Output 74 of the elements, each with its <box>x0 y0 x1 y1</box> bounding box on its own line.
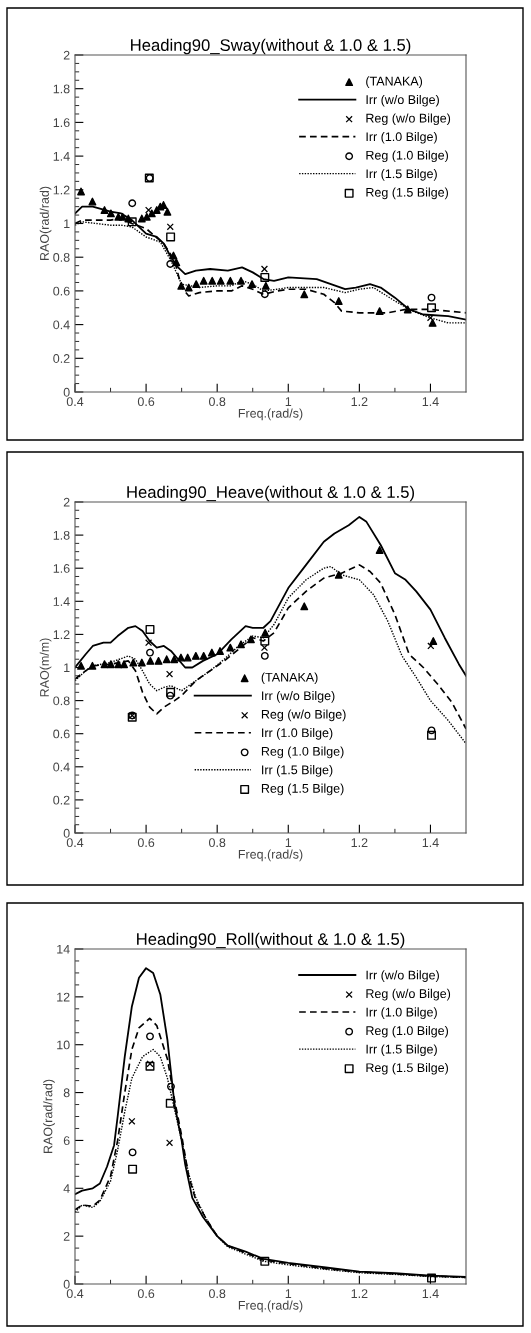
legend-label: Reg (1.0 Bilge) <box>366 150 448 163</box>
chart-title: Heading90_Sway(without & 1.0 & 1.5) <box>131 38 411 55</box>
legend-label: Reg (w/o Bilge) <box>366 113 451 126</box>
legend-label: Reg (w/o Bilge) <box>366 988 451 1001</box>
y-tick-label: 2 <box>63 1231 70 1241</box>
y-tick-label: 14 <box>57 944 70 954</box>
x-tick-label: 1 <box>285 1289 292 1298</box>
x-tick-label: 1.2 <box>351 1289 368 1298</box>
y-tick-label: 0 <box>63 1279 70 1289</box>
legend-label: Irr (1.5 Bilge) <box>366 169 437 181</box>
x-tick-label: 0.6 <box>137 838 155 848</box>
y-tick-label: 1.4 <box>53 597 70 606</box>
legend-label: Irr (1.5 Bilge) <box>262 765 333 777</box>
y-tick-label: 1.8 <box>53 84 70 94</box>
x-tick-label: 1 <box>285 838 292 847</box>
y-tick-label: 1.6 <box>53 564 70 573</box>
x-tick-label: 1.4 <box>422 397 439 406</box>
y-axis-title: RAO(m/m) <box>39 638 52 697</box>
chart-title: Heading90_Heave(without & 1.0 & 1.5) <box>127 485 415 502</box>
y-tick-label: 10 <box>57 1040 70 1050</box>
y-tick-label: 12 <box>57 992 70 1002</box>
y-tick-label: 1.6 <box>53 118 70 128</box>
y-axis-title: RAO(rad/rad) <box>39 186 52 260</box>
y-tick-label: 0.8 <box>53 696 70 706</box>
legend-label: (TANAKA) <box>366 76 423 89</box>
y-tick-label: 0.8 <box>53 253 70 262</box>
legend-label: Reg (1.5 Bilge) <box>366 1062 448 1075</box>
x-tick-label: 0.8 <box>208 838 226 848</box>
x-axis-title: Freq.(rad/s) <box>238 408 303 421</box>
y-tick-label: 8 <box>63 1088 70 1098</box>
x-axis-title: Freq.(rad/s) <box>238 849 303 862</box>
y-tick-label: 0.4 <box>53 320 70 330</box>
x-tick-label: 1.2 <box>351 838 368 847</box>
y-tick-label: 2 <box>63 50 70 60</box>
y-tick-label: 1 <box>64 663 70 673</box>
y-tick-label: 0.2 <box>53 354 70 363</box>
legend-label: Irr (w/o Bilge) <box>366 94 439 107</box>
y-tick-label: 1.2 <box>53 185 70 195</box>
x-tick-label: 1.2 <box>351 397 368 406</box>
legend-label: Irr (w/o Bilge) <box>366 970 439 982</box>
legend-label: Reg (1.0 Bilge) <box>366 1025 448 1038</box>
x-tick-label: 0.6 <box>137 397 155 407</box>
y-tick-label: 2 <box>63 497 70 507</box>
y-tick-label: 1.4 <box>53 152 70 161</box>
x-axis-title: Freq.(rad/s) <box>238 1300 303 1313</box>
legend-label: Reg (1.0 Bilge) <box>261 746 344 759</box>
y-tick-label: 4 <box>63 1184 70 1193</box>
y-tick-label: 1.8 <box>53 530 70 540</box>
legend-label: Reg (w/o Bilge) <box>261 709 346 722</box>
x-tick-label: 1.4 <box>422 838 439 847</box>
x-tick-label: 1.4 <box>422 1289 439 1298</box>
y-tick-label: 0 <box>63 828 70 838</box>
y-tick-label: 0.6 <box>53 286 70 296</box>
y-tick-label: 1 <box>64 219 70 229</box>
legend-label: Irr (1.5 Bilge) <box>366 1044 437 1057</box>
y-tick-label: 6 <box>63 1136 70 1146</box>
x-tick-label: 0.8 <box>208 1289 226 1299</box>
y-axis-title: RAO(rad/rad) <box>43 1079 55 1153</box>
x-tick-label: 0.6 <box>137 1289 155 1299</box>
legend-label: Irr (1.0 Bilge) <box>366 131 437 144</box>
y-tick-label: 0.2 <box>53 795 70 805</box>
x-tick-label: 1 <box>285 397 292 406</box>
legend-label: Irr (1.0 Bilge) <box>366 1007 437 1020</box>
y-tick-label: 0.6 <box>53 729 70 739</box>
legend-label: (TANAKA) <box>261 672 318 685</box>
chart-title: Heading90_Roll(without & 1.0 & 1.5) <box>137 932 405 949</box>
legend-label: Reg (1.5 Bilge) <box>366 187 448 200</box>
x-tick-label: 0.8 <box>208 397 226 407</box>
legend-label: Irr (w/o Bilge) <box>262 690 335 703</box>
y-tick-label: 1.2 <box>53 630 70 639</box>
y-tick-label: 0.4 <box>53 762 70 772</box>
legend-label: Reg (1.5 Bilge) <box>261 783 344 796</box>
y-tick-label: 0 <box>63 387 70 397</box>
legend-label: Irr (1.0 Bilge) <box>262 728 333 740</box>
